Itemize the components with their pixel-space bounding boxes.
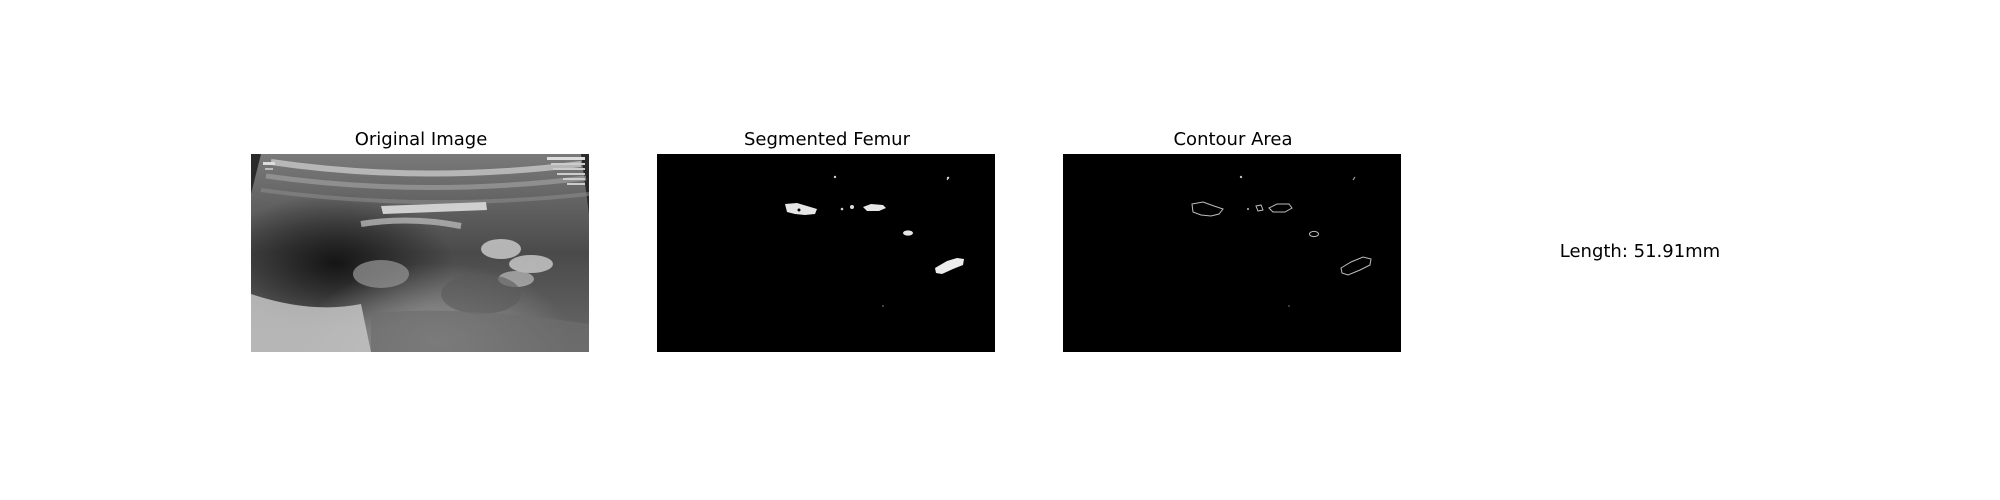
femur-length-label: Length: 51.91mm <box>1559 241 1721 262</box>
segmented-femur-title: Segmented Femur <box>743 129 910 150</box>
segmented-femur-image <box>657 154 995 352</box>
contour-area-image <box>1063 154 1401 352</box>
original-ultrasound-image <box>251 154 589 352</box>
original-image-title: Original Image <box>354 129 488 150</box>
contour-area-title: Contour Area <box>1173 129 1293 150</box>
